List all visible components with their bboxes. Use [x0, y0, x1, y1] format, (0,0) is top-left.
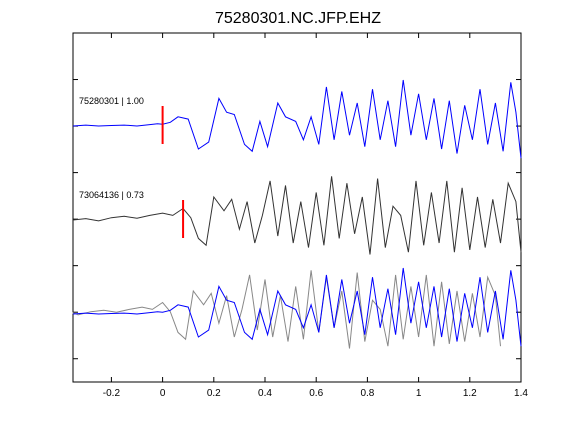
x-tick-label: 1 — [416, 388, 422, 399]
trace-2-label: 73064136 | 0.73 — [79, 190, 144, 200]
overlay-trace-1-line — [72, 267, 522, 347]
x-tick-label: 0 — [160, 388, 166, 399]
trace-1-label: 75280301 | 1.00 — [79, 96, 144, 106]
y-axis-ticks — [73, 79, 521, 360]
x-tick-label: 0.2 — [207, 388, 221, 399]
x-axis-ticks: -0.2 0 0.2 0.4 0.6 0.8 1 1.2 1.4 — [103, 33, 528, 399]
trace-1-line — [72, 79, 522, 159]
x-tick-label: 0.6 — [309, 388, 323, 399]
x-tick-label: 1.2 — [463, 388, 477, 399]
chart-title: 75280301.NC.JFP.EHZ — [215, 10, 381, 27]
x-tick-label: 1.4 — [514, 388, 528, 399]
plot-area — [72, 32, 522, 383]
x-tick-label: 0.8 — [360, 388, 374, 399]
x-tick-label: 0.4 — [258, 388, 272, 399]
x-tick-label: -0.2 — [103, 388, 121, 399]
trace-2-line — [72, 176, 522, 255]
overlay-trace-2-line — [72, 270, 501, 349]
traces-group: 75280301 | 1.00 73064136 | 0.73 — [72, 79, 522, 349]
